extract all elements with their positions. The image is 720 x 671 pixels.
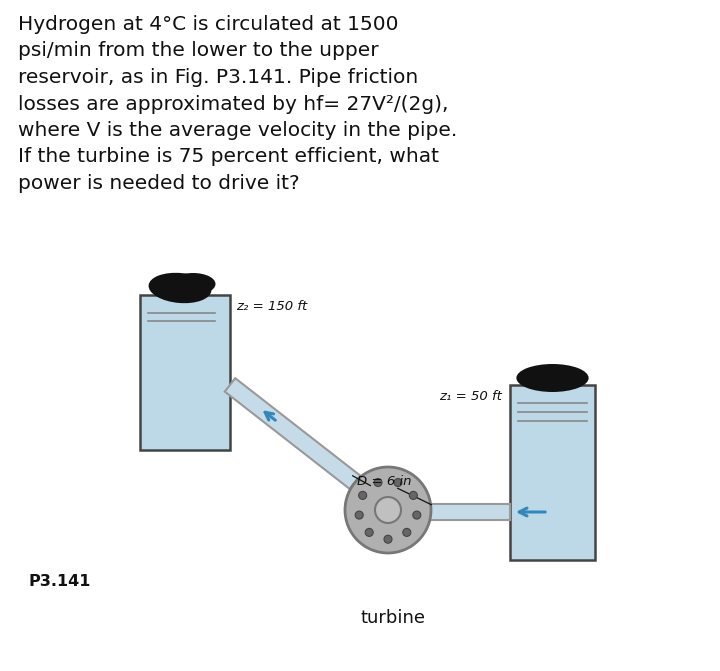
Circle shape xyxy=(410,491,418,499)
Circle shape xyxy=(359,491,366,499)
Circle shape xyxy=(384,535,392,544)
Text: D = 6 in: D = 6 in xyxy=(357,475,412,488)
Text: z₁ = 50 ft: z₁ = 50 ft xyxy=(439,390,502,403)
Ellipse shape xyxy=(516,364,589,392)
Polygon shape xyxy=(225,378,360,489)
Text: Hydrogen at 4°C is circulated at 1500
psi/min from the lower to the upper
reserv: Hydrogen at 4°C is circulated at 1500 ps… xyxy=(18,15,457,193)
Text: turbine: turbine xyxy=(361,609,426,627)
Bar xyxy=(510,385,595,560)
Circle shape xyxy=(365,528,373,536)
Ellipse shape xyxy=(171,273,215,295)
Text: P3.141: P3.141 xyxy=(28,574,91,590)
Circle shape xyxy=(402,528,411,536)
Circle shape xyxy=(355,511,363,519)
Circle shape xyxy=(413,511,420,519)
Bar xyxy=(429,504,510,520)
Circle shape xyxy=(374,478,382,486)
Circle shape xyxy=(345,467,431,553)
Ellipse shape xyxy=(148,273,212,303)
Text: z₂ = 150 ft: z₂ = 150 ft xyxy=(236,300,307,313)
Bar xyxy=(140,295,230,450)
Circle shape xyxy=(394,478,402,486)
Circle shape xyxy=(375,497,401,523)
